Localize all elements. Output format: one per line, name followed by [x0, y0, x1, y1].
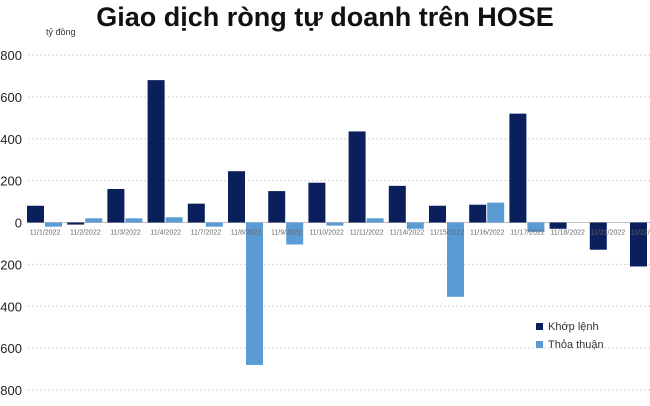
bar-thoa-thuan: [286, 222, 304, 245]
bar-khop-lenh: [348, 131, 366, 223]
y-tick-label: 0: [15, 216, 22, 231]
bar-thoa-thuan: [85, 218, 103, 223]
bar-khop-lenh: [549, 222, 567, 229]
x-category-label: 11/9/2022: [271, 230, 302, 237]
bar-khop-lenh: [228, 171, 245, 223]
x-category-label: 11/7/2022: [191, 230, 222, 237]
x-category-label: 11/8/2022: [231, 230, 262, 237]
bar-khop-lenh: [147, 80, 165, 223]
y-tick-label: 800: [0, 48, 22, 63]
bar-thoa-thuan: [487, 202, 505, 223]
legend-swatch: [536, 323, 543, 330]
bar-khop-lenh: [268, 191, 286, 223]
bar-khop-lenh: [388, 185, 406, 223]
bar-khop-lenh: [187, 203, 205, 223]
bar-thoa-thuan: [246, 222, 263, 365]
legend-swatch: [536, 341, 543, 348]
bar-thoa-thuan: [205, 222, 223, 227]
x-category-label: 11/10/2022: [309, 230, 344, 237]
bar-thoa-thuan: [366, 218, 384, 223]
bar-thoa-thuan: [527, 222, 545, 232]
bars: [27, 80, 647, 365]
bar-thoa-thuan: [406, 222, 424, 229]
x-category-label: 11/4/2022: [150, 230, 181, 237]
x-category-label: 11/14/2022: [390, 230, 425, 237]
bar-khop-lenh: [27, 205, 44, 223]
y-tick-label: 800: [0, 383, 22, 398]
x-category-label: 11/2/2022: [70, 230, 101, 237]
y-tick-label: 600: [0, 341, 22, 356]
bar-khop-lenh: [107, 189, 125, 223]
x-category-label: 11/17/2022: [510, 230, 545, 237]
bar-khop-lenh: [589, 222, 607, 250]
bar-thoa-thuan: [165, 217, 183, 223]
bar-thoa-thuan: [45, 222, 62, 227]
legend-label: Khớp lệnh: [548, 321, 599, 333]
bar-thoa-thuan: [125, 218, 143, 223]
x-axis-category-labels: 11/1/2022 11/2/2022 11/3/2022 11/4/2022 11/7…: [30, 230, 650, 237]
y-axis-unit-label: tỷ đồng: [46, 27, 76, 37]
y-axis-ticks: 800 600 400 200 0 200 400 600 800: [0, 48, 22, 398]
y-tick-label: 400: [0, 132, 22, 147]
bar-khop-lenh: [630, 222, 647, 267]
y-tick-label: 200: [0, 174, 22, 189]
x-category-label: 11/16/2022: [470, 230, 505, 237]
bar-khop-lenh: [469, 204, 487, 223]
bar-thoa-thuan: [447, 222, 464, 297]
x-category-label: 11/18/2022: [550, 230, 585, 237]
x-category-label: 11/1/2022: [30, 230, 61, 237]
bar-thoa-thuan: [326, 222, 344, 226]
bar-khop-lenh: [429, 205, 446, 223]
legend-label: Thỏa thuận: [548, 339, 604, 351]
bar-khop-lenh: [308, 182, 326, 223]
y-tick-label: 600: [0, 90, 22, 105]
y-tick-label: 400: [0, 299, 22, 314]
x-category-label: 11/11/2022: [350, 230, 384, 237]
chart-title: Giao dịch ròng tự doanh trên HOSE: [96, 2, 554, 32]
legend: Khớp lệnh Thỏa thuận: [536, 321, 604, 351]
bar-khop-lenh: [67, 222, 85, 225]
bar-khop-lenh: [509, 113, 527, 223]
x-category-label: 11/15/2022: [430, 230, 465, 237]
x-category-label: 11/21/2022: [591, 230, 626, 237]
x-category-label: 11/22/2022: [631, 230, 650, 237]
x-category-label: 11/3/2022: [110, 230, 141, 237]
y-tick-label: 200: [0, 257, 22, 272]
